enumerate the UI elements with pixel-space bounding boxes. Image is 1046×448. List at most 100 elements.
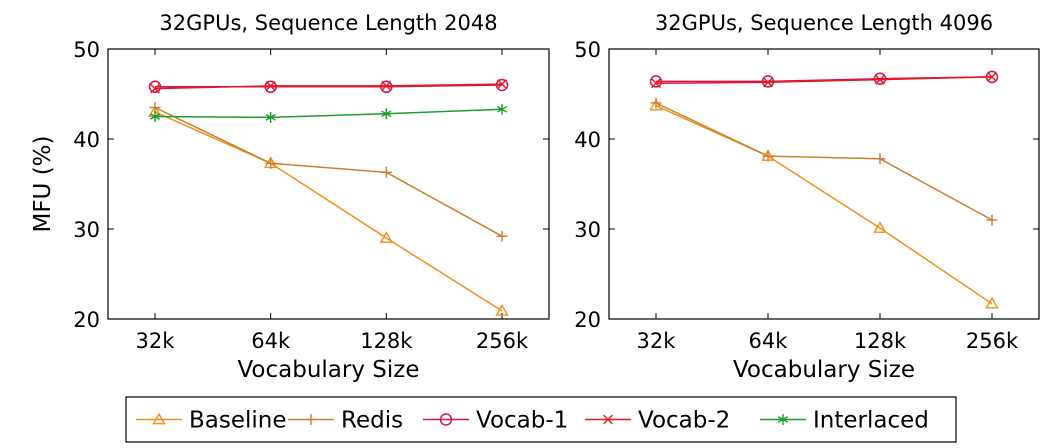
- x-axis-label: Vocabulary Size: [237, 357, 419, 383]
- legend-entry-vocab-2: Vocab-2: [585, 408, 730, 434]
- y-axis-label: MFU (%): [30, 135, 56, 232]
- data-point-vocab-2-b: [497, 79, 507, 89]
- series-redis: [149, 102, 508, 242]
- series-line-baseline: [154, 111, 503, 312]
- data-point-vocab-2: [497, 79, 507, 89]
- y-tick-label: 50: [574, 38, 601, 62]
- data-point-baseline: [873, 221, 887, 233]
- data-point-interlaced: [149, 111, 161, 122]
- data-point-interlaced-arm: [496, 105, 508, 113]
- data-point-baseline: [379, 231, 394, 243]
- series-vocab-2: [651, 72, 997, 89]
- y-tick-label: 30: [574, 218, 601, 242]
- data-point-vocab-1: [649, 75, 663, 88]
- data-point-vocab-2-b: [875, 74, 885, 85]
- legend-marker-vocab-2: [603, 414, 613, 425]
- data-point-vocab-2: [763, 77, 773, 88]
- series-baseline: [649, 98, 999, 309]
- data-point-vocab-2: [381, 81, 392, 91]
- data-point-vocab-2-b: [651, 78, 661, 89]
- data-point-vocab-1: [873, 72, 887, 85]
- x-axis-label: Vocabulary Size: [733, 357, 915, 383]
- plot-area-frame: [608, 48, 1040, 320]
- y-tick-label: 20: [73, 308, 100, 332]
- data-point-vocab-2-b: [265, 81, 276, 91]
- data-point-redis: [265, 157, 277, 169]
- data-point-redis: [874, 153, 886, 165]
- data-point-vocab-1: [264, 80, 277, 94]
- series-vocab-1: [649, 70, 999, 88]
- data-point-vocab-2-b: [381, 81, 392, 91]
- legend-label: Baseline: [189, 408, 287, 434]
- data-point-redis: [380, 166, 392, 178]
- data-point-interlaced-arm: [149, 113, 161, 120]
- chart-panel-1: 32GPUs, Sequence Length 2048 20 30 40 50 32k 6…: [30, 11, 550, 383]
- data-point-redis: [986, 214, 998, 226]
- series-line-interlaced: [154, 108, 503, 119]
- data-point-vocab-2: [651, 78, 661, 89]
- data-point-interlaced-arm: [381, 110, 392, 118]
- data-point-vocab-1: [495, 78, 509, 92]
- data-point-vocab-1: [761, 75, 775, 88]
- data-point-vocab-2-b: [763, 77, 773, 88]
- data-point-vocab-1: [148, 80, 162, 94]
- x-tick-label: 256k: [966, 329, 1019, 353]
- legend-marker-redis: [305, 414, 317, 425]
- data-point-baseline: [495, 303, 509, 316]
- x-tick-label: 64k: [251, 329, 291, 353]
- series-line-redis: [655, 102, 993, 221]
- series-line-vocab-2: [154, 83, 503, 90]
- data-point-baseline: [985, 296, 999, 309]
- series-redis: [650, 97, 998, 226]
- y-tick-label: 30: [73, 218, 100, 242]
- legend-marker-interlaced-arm: [777, 416, 789, 423]
- series-vocab-2: [150, 79, 507, 94]
- legend: Baseline Redis Vocab-1 Vocab-2 Interlaced: [125, 396, 957, 443]
- chart-title: 32GPUs, Sequence Length 2048: [159, 11, 497, 35]
- legend-entry-redis: Redis: [288, 408, 403, 434]
- data-point-vocab-2: [987, 72, 997, 82]
- legend-label: Interlaced: [813, 408, 929, 434]
- x-tick-label: 128k: [360, 329, 413, 353]
- data-point-vocab-2-b: [987, 72, 997, 82]
- x-tick-label: 128k: [854, 329, 907, 353]
- x-tick-label: 32k: [136, 329, 176, 353]
- series-baseline: [148, 105, 509, 316]
- legend-marker-vocab-1: [439, 413, 453, 426]
- data-point-vocab-2: [150, 83, 160, 94]
- y-tick-label: 40: [574, 128, 601, 152]
- legend-marker-vocab-2-b: [603, 414, 613, 425]
- series-interlaced: [149, 103, 508, 123]
- series-line-vocab-2: [655, 76, 993, 84]
- legend-marker-baseline: [152, 412, 166, 425]
- data-point-redis: [762, 150, 774, 162]
- legend-label: Redis: [341, 408, 403, 434]
- legend-entry-baseline: Baseline: [136, 408, 287, 434]
- data-point-interlaced: [496, 103, 508, 115]
- data-point-vocab-2: [265, 81, 276, 91]
- y-tick-label: 50: [73, 38, 100, 62]
- legend-entry-interlaced: Interlaced: [760, 408, 929, 434]
- legend-label: Vocab-1: [476, 408, 568, 434]
- chart-title: 32GPUs, Sequence Length 4096: [655, 11, 993, 35]
- legend-entry-vocab-1: Vocab-1: [423, 408, 568, 434]
- chart-panel-2: 32GPUs, Sequence Length 4096 20 30 40 50 32k 6…: [574, 11, 1040, 383]
- legend-marker-interlaced: [777, 414, 789, 425]
- x-tick-label: 32k: [637, 329, 677, 353]
- data-point-redis: [650, 97, 662, 109]
- x-tick-label: 256k: [476, 329, 529, 353]
- series-line-redis: [154, 106, 503, 237]
- data-point-vocab-2: [875, 74, 885, 85]
- data-point-vocab-2-b: [150, 83, 160, 94]
- legend-box: [125, 396, 957, 443]
- legend-label: Vocab-2: [638, 408, 730, 434]
- x-tick-label: 64k: [749, 329, 789, 353]
- plot-area-frame: [107, 48, 550, 320]
- series-line-baseline: [655, 105, 993, 305]
- y-tick-label: 40: [73, 128, 100, 152]
- data-point-interlaced: [265, 111, 276, 123]
- data-point-interlaced: [381, 108, 392, 120]
- data-point-vocab-1: [380, 80, 393, 94]
- data-point-redis: [496, 230, 508, 242]
